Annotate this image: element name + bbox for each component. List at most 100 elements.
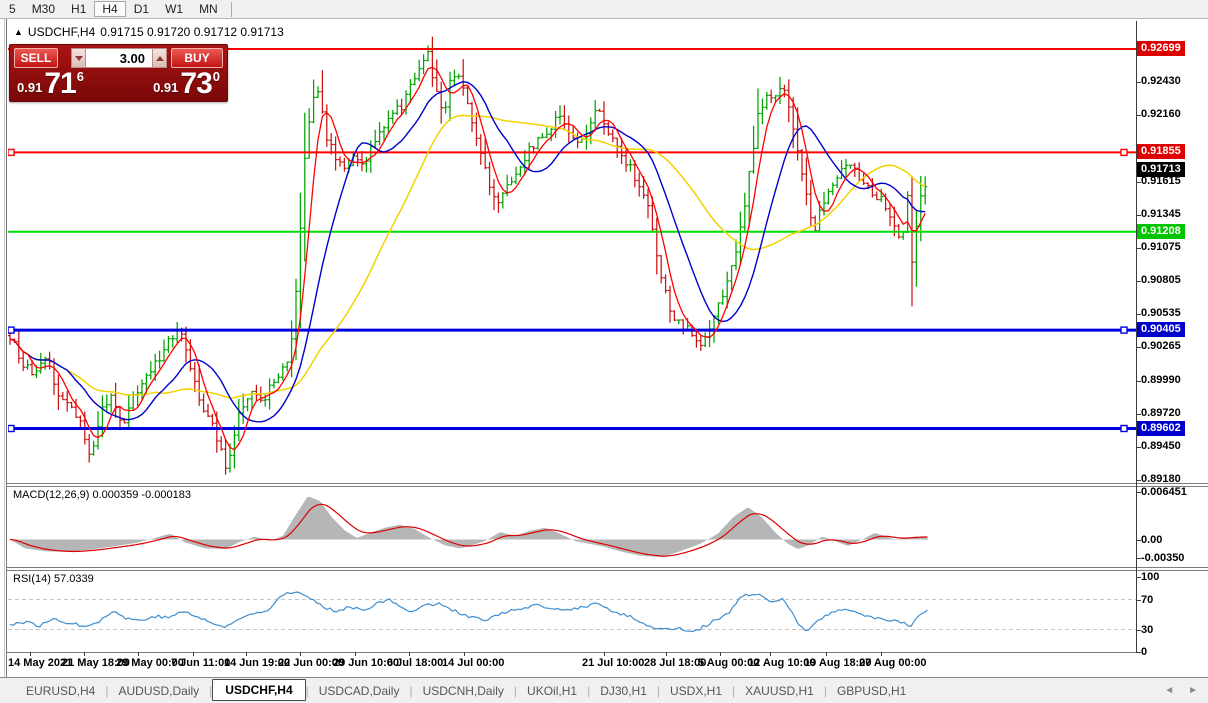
price-tick-mark: [1136, 181, 1141, 183]
timeframe-button-5[interactable]: 5: [9, 2, 16, 16]
sell-price-prefix: 0.91: [17, 80, 43, 95]
chart-symbol-period: USDCHF,H4: [27, 25, 96, 39]
date-label: 14 Jul 00:00: [442, 657, 505, 669]
date-tick-mark: [355, 652, 356, 656]
date-label: 28 Jul 18:00: [644, 657, 707, 669]
rsi-label: RSI(14) 57.0339: [13, 573, 94, 585]
tab-audusd-daily[interactable]: AUDUSD,Daily: [118, 683, 200, 698]
trade-panel-prices: 0.91 71 6 0.91 73 0: [17, 69, 220, 99]
timeframe-button-w1[interactable]: W1: [165, 2, 184, 16]
volume-increase-button[interactable]: [152, 48, 167, 68]
tab-usdcnh-daily[interactable]: USDCNH,Daily: [422, 683, 504, 698]
tab-gbpusd-h1[interactable]: GBPUSD,H1: [836, 683, 907, 698]
scroll-left-icon[interactable]: ◄: [1164, 685, 1175, 696]
rsi-tick-mark: [1136, 652, 1141, 653]
price-tick-label: 0.92430: [1141, 74, 1181, 87]
buy-button[interactable]: BUY: [171, 48, 223, 68]
price-tick-mark: [1136, 115, 1141, 117]
price-tick-mark: [1136, 447, 1141, 449]
panel-separator[interactable]: [7, 483, 1208, 487]
macd-tick-mark: [1136, 492, 1141, 493]
price-tick-label: 0.91345: [1141, 207, 1181, 220]
price-axis-line: [1136, 21, 1137, 652]
timeframe-button-m30[interactable]: M30: [31, 2, 56, 16]
date-label: 21 Jul 10:00: [582, 657, 645, 669]
tab-separator: |: [209, 683, 213, 698]
rsi-indicator-panel[interactable]: RSI(14) 57.0339: [8, 572, 1136, 652]
chart-tabs-bar: EURUSD,H4 | AUDUSD,Daily | USDCHF,H4 | USDCAD,…: [0, 678, 1208, 703]
date-tick-mark: [409, 652, 410, 656]
tab-usdcad-daily[interactable]: USDCAD,Daily: [318, 683, 400, 698]
time-axis-line: [7, 652, 1136, 653]
tab-separator: |: [587, 683, 591, 698]
rsi-tick-mark: [1136, 599, 1141, 601]
date-label: 22 Jun 00:00: [278, 657, 345, 669]
date-tick-mark: [30, 652, 31, 656]
toolbar-separator: [230, 1, 232, 17]
date-tick-mark: [464, 652, 465, 656]
date-tick-mark: [666, 652, 667, 656]
timeframe-button-h1[interactable]: H1: [71, 2, 87, 16]
date-tick-mark: [246, 652, 247, 656]
tab-separator: |: [105, 683, 109, 698]
window-border-left-light: [4, 19, 5, 678]
date-label: 14 Jun 19:00: [224, 657, 291, 669]
rsi-axis-label: 30: [1141, 623, 1154, 636]
tab-usdchf-h4[interactable]: USDCHF,H4: [212, 678, 306, 701]
price-tick-mark: [1136, 314, 1141, 316]
tab-usdx-h1[interactable]: USDX,H1: [670, 683, 723, 698]
tab-xauusd-h1[interactable]: XAUUSD,H1: [745, 683, 814, 698]
sell-price[interactable]: 0.91 71 6: [17, 69, 84, 99]
arrow-up-icon: [155, 55, 164, 61]
price-tick-label: 0.92160: [1141, 108, 1181, 121]
bullish-triangle-icon: ▲: [14, 27, 23, 37]
date-tick-mark: [881, 652, 882, 656]
price-tick-label: 0.89450: [1141, 440, 1181, 453]
timeframe-button-d1[interactable]: D1: [133, 2, 150, 16]
price-line-badge: 0.92699: [1137, 41, 1185, 56]
sell-price-sup: 6: [76, 69, 84, 84]
buy-price[interactable]: 0.91 73 0: [153, 69, 220, 99]
macd-label: MACD(12,26,9) 0.000359 -0.000183: [13, 489, 191, 501]
tab-ukoil-h1[interactable]: UKOil,H1: [527, 683, 578, 698]
timeframe-button-h4[interactable]: H4: [94, 1, 126, 17]
macd-axis-label: 0.00: [1141, 533, 1163, 546]
one-click-trading-panel: SELL 3.00 BUY 0.91 71 6 0.91 73 0: [9, 44, 228, 102]
tab-separator: |: [823, 683, 827, 698]
macd-tick-mark: [1136, 539, 1141, 541]
window-border-left: [6, 19, 7, 678]
macd-indicator-panel[interactable]: MACD(12,26,9) 0.000359 -0.000183: [8, 488, 1136, 568]
timeframe-button-mn[interactable]: MN: [199, 2, 218, 16]
tab-dj30-h1[interactable]: DJ30,H1: [600, 683, 647, 698]
date-tick-mark: [138, 652, 139, 656]
volume-value[interactable]: 3.00: [86, 48, 152, 68]
price-tick-mark: [1136, 480, 1141, 482]
price-tick-mark: [1136, 214, 1141, 216]
sell-button[interactable]: SELL: [14, 48, 58, 68]
rsi-tick-mark: [1136, 577, 1141, 578]
macd-axis-label: -0.00350: [1141, 552, 1185, 564]
tab-separator: |: [409, 683, 413, 698]
price-tick-mark: [1136, 380, 1141, 382]
main-price-chart[interactable]: [8, 22, 1136, 484]
date-tick-mark: [84, 652, 85, 656]
tab-separator: |: [656, 683, 660, 698]
arrow-down-icon: [74, 55, 83, 61]
date-tick-mark: [826, 652, 827, 656]
tab-separator: |: [305, 683, 309, 698]
rsi-axis-label: 100: [1141, 571, 1160, 583]
price-tick-mark: [1136, 248, 1141, 250]
window-border-bottom: [0, 677, 1208, 678]
price-tick-label: 0.89180: [1141, 473, 1181, 486]
price-tick-mark: [1136, 347, 1141, 349]
timeframe-toolbar: 5 M30 H1 H4 D1 W1 MN: [0, 0, 1208, 19]
panel-separator[interactable]: [7, 567, 1208, 571]
volume-decrease-button[interactable]: [71, 48, 86, 68]
price-line-badge: 0.90405: [1137, 322, 1185, 338]
date-label: 21 May 18:00: [62, 657, 130, 669]
date-label: 29 Jun 10:00: [333, 657, 400, 669]
tab-eurusd-h4[interactable]: EURUSD,H4: [26, 683, 96, 698]
scroll-right-icon[interactable]: ►: [1188, 685, 1198, 696]
price-tick-label: 0.90265: [1141, 340, 1181, 353]
macd-axis-label: 0.006451: [1141, 486, 1187, 498]
